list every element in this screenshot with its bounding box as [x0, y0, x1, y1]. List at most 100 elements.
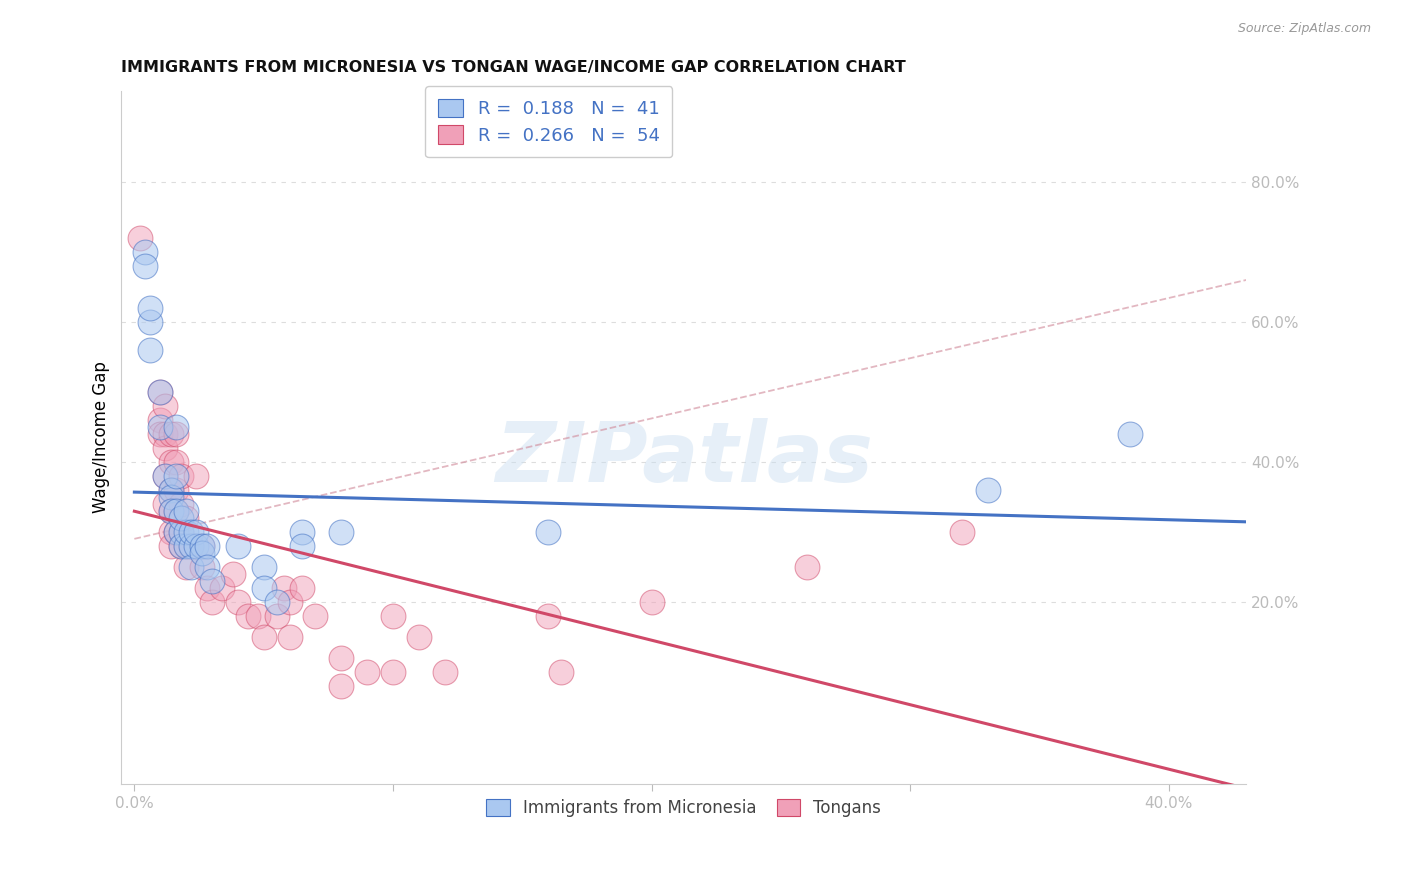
- Point: [221, 566, 243, 581]
- Point: [195, 581, 218, 595]
- Point: [273, 581, 295, 595]
- Point: [174, 511, 197, 525]
- Point: [180, 559, 202, 574]
- Point: [149, 384, 172, 399]
- Point: [976, 483, 998, 497]
- Point: [190, 546, 212, 560]
- Point: [190, 539, 212, 553]
- Point: [159, 483, 181, 497]
- Text: IMMIGRANTS FROM MICRONESIA VS TONGAN WAGE/INCOME GAP CORRELATION CHART: IMMIGRANTS FROM MICRONESIA VS TONGAN WAG…: [121, 60, 907, 75]
- Point: [537, 608, 560, 623]
- Point: [170, 468, 193, 483]
- Point: [170, 539, 193, 553]
- Point: [180, 539, 202, 553]
- Point: [195, 539, 218, 553]
- Point: [174, 539, 197, 553]
- Point: [211, 581, 233, 595]
- Point: [278, 630, 301, 644]
- Point: [266, 608, 288, 623]
- Point: [165, 524, 187, 539]
- Point: [149, 426, 172, 441]
- Point: [174, 504, 197, 518]
- Point: [190, 559, 212, 574]
- Point: [155, 468, 177, 483]
- Point: [180, 524, 202, 539]
- Point: [149, 384, 172, 399]
- Point: [155, 497, 177, 511]
- Point: [159, 490, 181, 504]
- Point: [165, 468, 187, 483]
- Point: [433, 665, 456, 679]
- Legend: Immigrants from Micronesia, Tongans: Immigrants from Micronesia, Tongans: [479, 792, 887, 824]
- Point: [330, 679, 353, 693]
- Point: [180, 539, 202, 553]
- Point: [174, 559, 197, 574]
- Point: [149, 420, 172, 434]
- Point: [226, 595, 249, 609]
- Point: [253, 630, 276, 644]
- Point: [201, 574, 224, 588]
- Point: [266, 595, 288, 609]
- Point: [159, 455, 181, 469]
- Point: [170, 539, 193, 553]
- Point: [291, 524, 314, 539]
- Point: [226, 539, 249, 553]
- Point: [408, 630, 430, 644]
- Point: [159, 504, 181, 518]
- Point: [304, 608, 326, 623]
- Point: [149, 413, 172, 427]
- Point: [291, 581, 314, 595]
- Point: [236, 608, 259, 623]
- Point: [381, 608, 404, 623]
- Point: [155, 399, 177, 413]
- Point: [278, 595, 301, 609]
- Point: [159, 504, 181, 518]
- Point: [134, 259, 156, 273]
- Point: [190, 539, 212, 553]
- Point: [950, 524, 973, 539]
- Point: [1119, 426, 1142, 441]
- Point: [139, 301, 162, 315]
- Point: [381, 665, 404, 679]
- Point: [550, 665, 572, 679]
- Y-axis label: Wage/Income Gap: Wage/Income Gap: [93, 361, 110, 513]
- Point: [165, 524, 187, 539]
- Point: [195, 559, 218, 574]
- Text: ZIPatlas: ZIPatlas: [495, 417, 873, 499]
- Point: [165, 455, 187, 469]
- Point: [186, 524, 208, 539]
- Point: [134, 244, 156, 259]
- Point: [159, 483, 181, 497]
- Point: [170, 497, 193, 511]
- Point: [155, 468, 177, 483]
- Text: Source: ZipAtlas.com: Source: ZipAtlas.com: [1237, 22, 1371, 36]
- Point: [253, 581, 276, 595]
- Point: [128, 231, 150, 245]
- Point: [201, 595, 224, 609]
- Point: [159, 426, 181, 441]
- Point: [165, 483, 187, 497]
- Point: [139, 315, 162, 329]
- Point: [139, 343, 162, 357]
- Point: [174, 539, 197, 553]
- Point: [330, 524, 353, 539]
- Point: [330, 650, 353, 665]
- Point: [159, 539, 181, 553]
- Point: [155, 426, 177, 441]
- Point: [186, 468, 208, 483]
- Point: [253, 559, 276, 574]
- Point: [640, 595, 662, 609]
- Point: [155, 441, 177, 455]
- Point: [165, 420, 187, 434]
- Point: [356, 665, 378, 679]
- Point: [159, 524, 181, 539]
- Point: [165, 504, 187, 518]
- Point: [170, 524, 193, 539]
- Point: [165, 426, 187, 441]
- Point: [170, 511, 193, 525]
- Point: [537, 524, 560, 539]
- Point: [165, 504, 187, 518]
- Point: [796, 559, 818, 574]
- Point: [186, 539, 208, 553]
- Point: [247, 608, 270, 623]
